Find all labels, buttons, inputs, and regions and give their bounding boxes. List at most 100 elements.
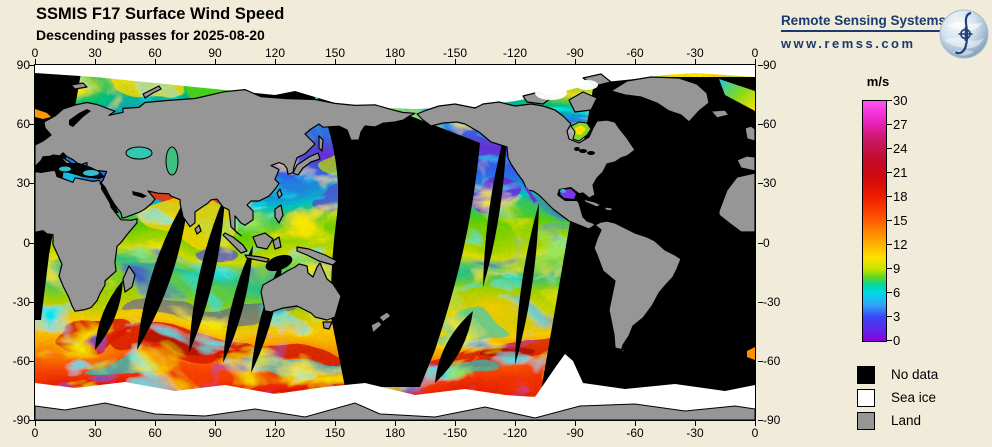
legend-swatch (857, 412, 875, 430)
colorbar-tick-label: 9 (893, 261, 901, 276)
lat-label-right: -90 (763, 413, 781, 427)
lon-tick-top (335, 59, 336, 64)
lat-tick-right (758, 183, 763, 185)
lat-label-left: -30 (12, 294, 30, 309)
lon-tick-top (755, 59, 756, 64)
lon-label-top: 120 (264, 46, 286, 60)
lat-label-right: 60 (763, 117, 777, 132)
colorbar-tick-label: 3 (893, 309, 901, 324)
lon-tick-top (395, 59, 396, 64)
colorbar-tick (886, 244, 892, 245)
lon-tick-top (95, 59, 96, 64)
colorbar-tick-label: 15 (893, 213, 908, 228)
brand-url[interactable]: www.remss.com (780, 36, 916, 51)
colorbar-tick (886, 196, 892, 197)
lon-label-top: -150 (442, 46, 468, 60)
legend-swatch (857, 389, 875, 407)
colorbar-tick-label: 6 (893, 285, 901, 300)
colorbar-tick (886, 268, 892, 269)
lon-tick-top (515, 59, 516, 64)
lon-tick-bottom (755, 421, 756, 426)
lat-tick-left (29, 360, 34, 362)
lat-tick-left (29, 420, 34, 421)
lon-tick-bottom (635, 421, 636, 426)
page-subtitle: Descending passes for 2025-08-20 (36, 27, 265, 43)
world-map (34, 64, 756, 421)
lon-tick-bottom (155, 421, 156, 426)
lon-label-bottom: -150 (442, 426, 468, 440)
colorbar-tick-label: 0 (893, 333, 901, 348)
lon-label-bottom: 120 (264, 426, 286, 440)
lat-label-right: -60 (763, 353, 781, 368)
legend-label: Land (891, 413, 922, 428)
colorbar-tick-label: 30 (893, 93, 908, 108)
lon-tick-top (455, 59, 456, 64)
lat-label-left: 90 (16, 58, 30, 72)
lon-label-top: 30 (88, 46, 102, 60)
lon-label-top: 180 (384, 46, 406, 60)
lat-tick-right (758, 65, 763, 66)
lat-tick-right (758, 242, 763, 244)
brand-name: Remote Sensing Systems (780, 13, 946, 32)
lon-label-top: 60 (148, 46, 162, 60)
lon-label-bottom: -30 (686, 426, 704, 440)
lon-tick-bottom (275, 421, 276, 426)
lat-tick-left (29, 65, 34, 66)
lon-label-bottom: -90 (566, 426, 584, 440)
lon-label-top: 90 (208, 46, 222, 60)
legend-label: Sea ice (891, 390, 937, 405)
colorbar-tick-label: 18 (893, 189, 908, 204)
antarctica (35, 402, 755, 420)
lon-label-top: -60 (626, 46, 644, 60)
lon-tick-top (635, 59, 636, 64)
lon-tick-top (215, 59, 216, 64)
lat-tick-right (758, 124, 763, 126)
lat-label-left: 0 (23, 235, 30, 250)
page-title: SSMIS F17 Surface Wind Speed (36, 5, 285, 23)
lat-tick-left (29, 242, 34, 244)
remss-globe-logo (939, 9, 989, 59)
lat-tick-right (758, 420, 763, 421)
lon-tick-bottom (35, 421, 36, 426)
lat-tick-left (29, 183, 34, 185)
lon-tick-bottom (395, 421, 396, 426)
lat-label-left: 30 (16, 176, 30, 191)
lon-label-top: -90 (566, 46, 584, 60)
lon-label-bottom: 150 (324, 426, 346, 440)
lat-tick-left (29, 124, 34, 126)
lon-tick-bottom (335, 421, 336, 426)
lat-tick-left (29, 301, 34, 303)
lon-label-bottom: 0 (31, 426, 39, 440)
lon-label-top: -120 (502, 46, 528, 60)
lon-label-top: -30 (686, 46, 704, 60)
lat-tick-right (758, 360, 763, 362)
lon-label-bottom: 60 (148, 426, 162, 440)
lon-label-top: 150 (324, 46, 346, 60)
lon-tick-bottom (215, 421, 216, 426)
lon-label-top: 0 (31, 46, 39, 60)
legend-swatch (857, 366, 875, 384)
lat-tick-right (758, 301, 763, 303)
lon-tick-top (35, 59, 36, 64)
lon-tick-top (695, 59, 696, 64)
antarctic-sea-ice (35, 354, 755, 420)
lon-tick-bottom (575, 421, 576, 426)
lon-label-bottom: -120 (502, 426, 528, 440)
lon-tick-bottom (695, 421, 696, 426)
edge-data-slivers (35, 79, 755, 360)
colorbar-tick (886, 124, 892, 125)
lat-label-left: -60 (12, 353, 30, 368)
lon-tick-bottom (455, 421, 456, 426)
lat-label-left: 60 (16, 117, 30, 132)
lat-label-right: 90 (763, 58, 777, 72)
legend-label: No data (891, 367, 939, 382)
lat-label-right: 30 (763, 176, 777, 191)
lon-tick-top (155, 59, 156, 64)
lat-label-right: 0 (763, 235, 770, 250)
colorbar-tick-label: 21 (893, 165, 908, 180)
colorbar-unit: m/s (866, 74, 890, 89)
colorbar-tick (886, 100, 892, 101)
colorbar-tick (886, 172, 892, 173)
colorbar (862, 100, 887, 342)
